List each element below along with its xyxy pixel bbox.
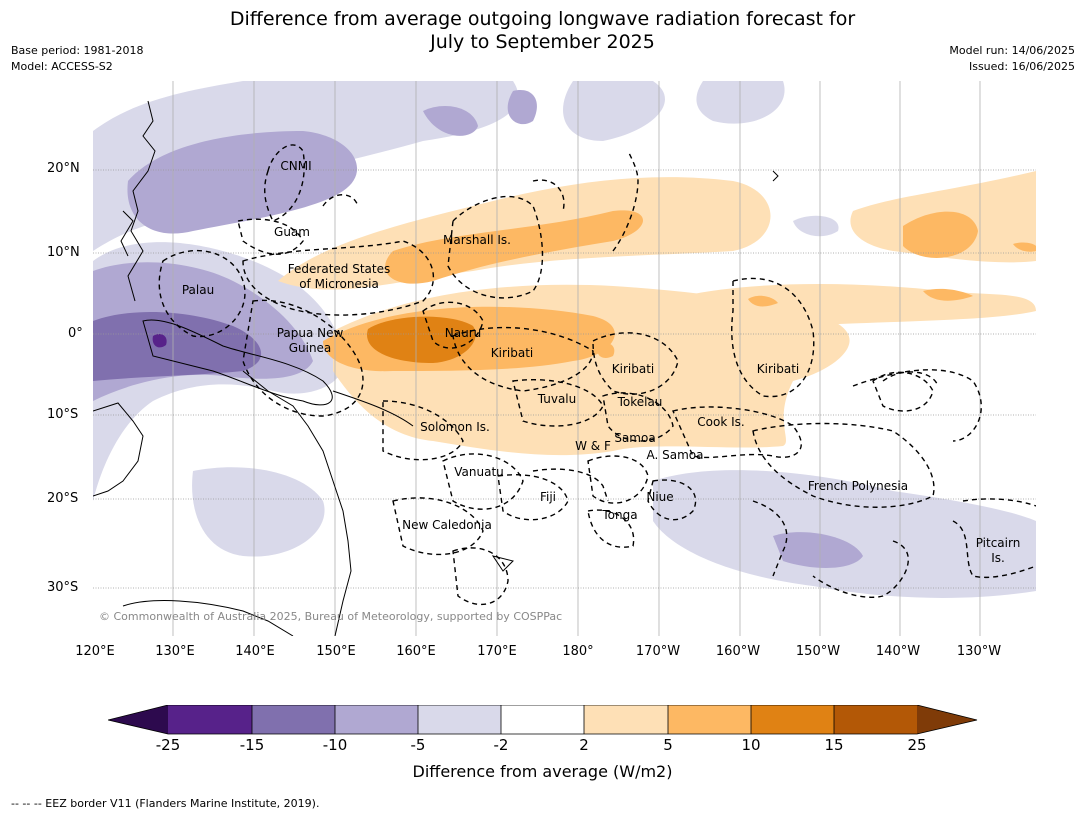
lat-label-20s: 20°S	[47, 491, 79, 506]
meta-right: Model run: 14/06/2025 Issued: 16/06/2025	[949, 43, 1075, 75]
legend-tick: -25	[155, 736, 181, 754]
model-run: Model run: 14/06/2025	[949, 44, 1075, 57]
legend-tick: 5	[663, 736, 673, 754]
lat-label-10n: 10°N	[47, 245, 80, 260]
issued-date: Issued: 16/06/2025	[968, 60, 1075, 73]
place-american-samoa: A. Samoa	[646, 448, 704, 462]
map-canvas	[93, 81, 1036, 636]
place-vanuatu: Vanuatu	[454, 465, 504, 479]
colorbar-bin-5-2	[418, 705, 501, 734]
title-line-2: July to September 2025	[430, 31, 655, 53]
map-grid	[172, 81, 981, 636]
place-kiribati-east: Kiribati	[756, 362, 800, 376]
lon-label-150e: 150°E	[316, 644, 356, 659]
place-kiribati-central: Kiribati	[611, 362, 655, 376]
lon-label-140w: 140°W	[875, 644, 921, 659]
place-fsm-line2: of Micronesia	[299, 277, 379, 291]
colorbar-bin-10-5	[335, 705, 418, 734]
place-marshall-islands: Marshall Is.	[443, 233, 511, 247]
lon-label-160e: 160°E	[396, 644, 436, 659]
colorbar-bin-10-15	[751, 705, 834, 734]
lon-label-150w: 150°W	[795, 644, 841, 659]
place-kiribati-west: Kiribati	[490, 346, 534, 360]
legend-tick: 2	[579, 736, 589, 754]
legend-tick: 15	[824, 736, 844, 754]
place-pitcairn-line2: Is.	[991, 551, 1005, 565]
place-png-line1: Papua New	[276, 326, 344, 340]
colorbar-extend-high	[917, 705, 977, 734]
lon-label-130e: 130°E	[155, 644, 195, 659]
colorbar-extend-low	[108, 705, 168, 734]
anomaly-dark-purple	[93, 311, 262, 381]
latitude-lines	[93, 169, 1036, 589]
place-palau: Palau	[181, 283, 215, 297]
lon-label-170w: 170°W	[635, 644, 681, 659]
lon-label-160w: 160°W	[715, 644, 761, 659]
lon-label-130w: 130°W	[956, 644, 1002, 659]
lon-label-170e: 170°E	[477, 644, 517, 659]
meta-left: Base period: 1981-2018 Model: ACCESS-S2	[11, 43, 143, 75]
place-fsm-line1: Federated States	[287, 262, 391, 276]
place-tonga: Tonga	[602, 508, 638, 522]
model-name: Model: ACCESS-S2	[11, 60, 113, 73]
place-tokelau: Tokelau	[617, 395, 663, 409]
lon-label-140e: 140°E	[235, 644, 275, 659]
place-new-caledonia: New Caledonia	[402, 518, 492, 532]
lat-label-20n: 20°N	[47, 161, 80, 176]
place-samoa: Samoa	[614, 431, 656, 445]
lon-label-120e: 120°E	[75, 644, 115, 659]
place-wallis-futuna: W & F	[575, 439, 611, 453]
place-nauru: Nauru	[444, 326, 482, 340]
legend-tick: -15	[239, 736, 265, 754]
colorbar-bin-5-10	[668, 705, 751, 734]
base-period: Base period: 1981-2018	[11, 44, 144, 57]
place-pitcairn-line1: Pitcairn	[975, 536, 1021, 550]
lat-label-10s: 10°S	[47, 407, 79, 422]
legend-tick: -2	[493, 736, 509, 754]
anomaly-dark-orange	[367, 316, 476, 363]
legend-tick: -10	[322, 736, 348, 754]
colorbar-bin-15-25	[834, 705, 917, 734]
title-line-1: Difference from average outgoing longwav…	[229, 8, 856, 30]
place-fiji: Fiji	[539, 490, 557, 504]
place-cook-islands: Cook Is.	[697, 415, 745, 429]
colorbar-bin-25-15	[168, 705, 252, 734]
lon-label-180: 180°	[562, 644, 594, 659]
coastlines	[93, 100, 779, 636]
legend-title: Difference from average (W/m2)	[412, 762, 673, 781]
colorbar-bin-15-10	[252, 705, 335, 734]
place-solomon-islands: Solomon Is.	[420, 420, 490, 434]
copyright-notice: © Commonwealth of Australia 2025, Bureau…	[99, 610, 563, 623]
legend-colorbar	[108, 705, 978, 735]
place-niue: Niue	[646, 490, 674, 504]
lat-label-30s: 30°S	[47, 580, 79, 595]
colorbar-bin-2-2	[501, 705, 584, 734]
place-tuvalu: Tuvalu	[537, 392, 577, 406]
legend-tick: -5	[410, 736, 426, 754]
place-guam: Guam	[274, 225, 310, 239]
place-png-line2: Guinea	[288, 341, 332, 355]
place-french-polynesia: French Polynesia	[807, 479, 909, 493]
colorbar-bin-2-5	[584, 705, 668, 734]
anomaly-light-orange	[278, 171, 1036, 456]
map-panel	[93, 81, 1036, 636]
legend-tick: 10	[741, 736, 761, 754]
place-cnmi: CNMI	[280, 159, 312, 173]
eez-footnote: -- -- -- EEZ border V11 (Flanders Marine…	[11, 797, 320, 810]
legend-tick: 25	[907, 736, 927, 754]
map-title: Difference from average outgoing longwav…	[0, 8, 1085, 54]
lat-label-equator: 0°	[68, 326, 83, 341]
eez-borders	[158, 144, 1036, 606]
anomaly-deep-purple	[152, 334, 167, 348]
